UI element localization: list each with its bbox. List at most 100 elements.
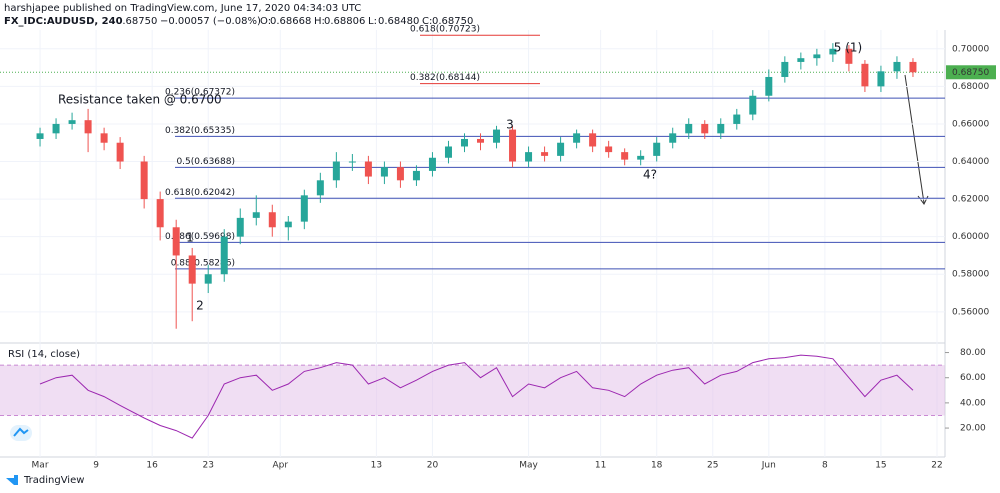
x-tick-label: 16 (146, 461, 158, 471)
x-tick-label: 18 (651, 461, 663, 471)
candle-body (52, 123, 60, 134)
symbol: FX_IDC:AUDUSD, 240 (4, 16, 123, 27)
candle-body (813, 54, 821, 59)
candle-body (621, 152, 629, 160)
candle-body (172, 227, 180, 256)
x-tick-label: 11 (595, 461, 606, 471)
candle-body (36, 133, 44, 139)
brand-icon (6, 475, 18, 485)
candle-body (84, 120, 92, 134)
y-tick-label: 60.00 (960, 373, 986, 383)
publisher: harshjapee published on TradingView.com,… (4, 3, 361, 14)
candle-body (685, 123, 693, 134)
annotation: 4? (643, 168, 657, 182)
y-tick-label: 0.66000 (952, 119, 989, 129)
fib-label: 0.618(0.70723) (410, 25, 480, 35)
candle-body (509, 129, 517, 162)
candle-body (893, 61, 901, 72)
candle-body (541, 152, 549, 156)
candle-body (829, 48, 837, 55)
rsi-line (39, 354, 914, 439)
candle-body (749, 95, 757, 115)
candle-body (589, 133, 597, 147)
candle-body (116, 142, 124, 162)
x-tick-label: 15 (875, 461, 886, 471)
fib-label: 0.382(0.65335) (165, 126, 235, 136)
candle-body (605, 146, 613, 153)
y-tick-label: 20.00 (960, 424, 986, 434)
candle-body (204, 274, 212, 284)
candle-body (236, 217, 244, 237)
y-tick-label: 0.70000 (952, 44, 989, 54)
candle-body (573, 133, 581, 143)
fib-label: 0.786(0.59698) (165, 232, 235, 242)
candle-body (493, 129, 501, 143)
candle-body (877, 71, 885, 87)
candle-body (380, 167, 388, 177)
candle-body (733, 114, 741, 124)
ohlc: O:0.68668 H: 0.68806 L: 0.68480 C: 0.68750 (260, 16, 473, 27)
logo-badge (10, 425, 32, 441)
candle-body (364, 161, 372, 177)
change: −0.00057 (−0.08%) (160, 16, 261, 27)
fib-label: 0.382(0.68144) (410, 73, 480, 83)
x-tick-label: 23 (202, 461, 213, 471)
logo-icon (13, 427, 29, 437)
candle-body (348, 161, 356, 163)
candle-body (100, 133, 108, 143)
ohlc-value: 0.68806 (324, 16, 365, 27)
ohlc-key: C: (422, 16, 432, 27)
fib-label: 0.88(0.58286) (171, 258, 235, 268)
candle-body (909, 61, 917, 73)
candle-body (669, 133, 677, 143)
candle-body (188, 255, 196, 284)
candle-body (701, 123, 709, 134)
x-tick-label: May (519, 461, 538, 471)
annotation: 3 (506, 118, 514, 132)
y-tick-label: 40.00 (960, 398, 986, 408)
candle-body (557, 142, 565, 156)
candle-body (300, 195, 308, 222)
candle-body (637, 155, 645, 160)
candle-body (268, 212, 276, 228)
y-tick-label: 0.62000 (952, 195, 989, 205)
candle-body (717, 123, 725, 134)
candle-body (156, 199, 164, 228)
candle-body (845, 48, 853, 64)
annotation: Resistance taken @ 0.6700 (58, 93, 222, 107)
annotation: 1 (186, 231, 194, 245)
candle-body (525, 152, 533, 162)
candle-body (477, 138, 485, 143)
candle-body (412, 170, 420, 181)
annotation: 5 (1) (834, 41, 862, 55)
candle-body (428, 157, 436, 171)
x-tick-label: Jun (761, 461, 776, 471)
candle-body (653, 142, 661, 156)
fib-label: 0.236(0.67372) (165, 88, 235, 98)
y-tick-label: 0.64000 (952, 157, 989, 167)
arrow (904, 74, 925, 204)
y-tick-label: 0.60000 (952, 232, 989, 242)
last-price-label: 0.68750 (952, 68, 989, 78)
y-tick-label: 0.56000 (952, 307, 989, 317)
rsi-title: RSI (14, close) (8, 349, 80, 360)
candle-body (396, 167, 404, 181)
ohlc-key: O: (260, 16, 271, 27)
x-tick-label: 8 (822, 461, 828, 471)
candle-body (140, 161, 148, 200)
fib-label: 0.5(0.63688) (176, 157, 235, 167)
x-tick-label: 25 (707, 461, 718, 471)
ohlc-key: H: (314, 16, 325, 27)
candle-body (220, 236, 228, 275)
x-tick-label: 9 (93, 461, 99, 471)
y-tick-label: 0.68000 (952, 82, 989, 92)
candle-body (284, 221, 292, 228)
x-tick-label: 22 (931, 461, 942, 471)
y-tick-label: 80.00 (960, 348, 986, 358)
candle-body (861, 63, 869, 87)
x-tick-label: Apr (273, 461, 289, 471)
candle-body (765, 76, 773, 96)
ohlc-value: 0.68480 (378, 16, 419, 27)
annotation: 2 (196, 299, 204, 313)
